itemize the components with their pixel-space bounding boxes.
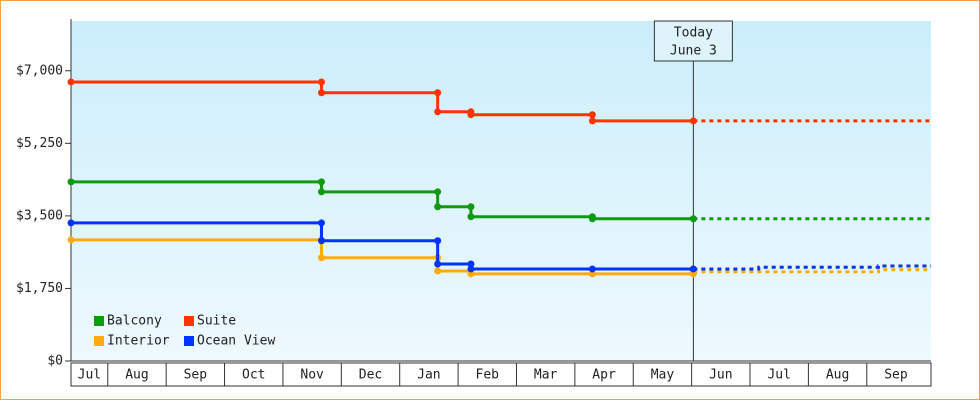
step-corner-dot [317, 78, 325, 86]
today-label: Today [674, 26, 713, 41]
legend-swatch [184, 336, 194, 346]
today-date: June 3 [670, 44, 717, 59]
forecast-line [693, 268, 931, 274]
step-corner-dot [588, 111, 596, 119]
legend-label: Balcony [107, 314, 162, 329]
price-dot [689, 265, 697, 273]
x-tick-label: Jan [417, 368, 440, 383]
x-tick-label: Jul [767, 368, 790, 383]
x-tick-label: Apr [592, 368, 616, 383]
price-dot [467, 265, 475, 273]
y-tick-label: $3,500 [16, 208, 63, 223]
price-dot [467, 270, 475, 278]
y-tick-label: $7,000 [16, 63, 63, 78]
legend-label: Ocean View [197, 334, 275, 349]
price-dot [67, 219, 75, 227]
step-corner-dot [317, 178, 325, 186]
price-dot [317, 188, 325, 196]
x-tick-label: Jun [709, 368, 732, 383]
price-line [71, 238, 695, 276]
step-corner-dot [467, 260, 475, 268]
price-dot [67, 236, 75, 244]
price-dot [588, 270, 596, 278]
step-corner-dot [467, 203, 475, 211]
price-dot [317, 237, 325, 245]
y-tick-label: $0 [47, 354, 63, 369]
step-corner-dot [434, 89, 442, 97]
x-tick-label: May [651, 368, 675, 383]
x-tick-label: Oct [242, 368, 265, 383]
price-dot [689, 117, 697, 125]
x-tick-label: Sep [884, 368, 908, 383]
price-dot [67, 178, 75, 186]
x-tick-label: Dec [359, 368, 382, 383]
step-corner-dot [317, 219, 325, 227]
price-dot [467, 213, 475, 221]
x-tick-label: Aug [826, 368, 849, 383]
price-dot [434, 203, 442, 211]
legend-swatch [184, 316, 194, 326]
step-corner-dot [434, 188, 442, 196]
step-corner-dot [434, 237, 442, 245]
legend-swatch [94, 336, 104, 346]
legend-swatch [94, 316, 104, 326]
plot-background [71, 21, 931, 361]
x-tick-label: Feb [476, 368, 500, 383]
price-dot [588, 215, 596, 223]
price-dot [467, 111, 475, 119]
price-dot [434, 267, 442, 275]
x-tick-label: Jul [78, 368, 101, 383]
x-tick-label: Sep [184, 368, 208, 383]
y-tick-label: $1,750 [16, 281, 63, 296]
x-tick-label: Mar [534, 368, 558, 383]
price-dot [689, 215, 697, 223]
price-dot [588, 117, 596, 125]
price-dot [317, 89, 325, 97]
price-dot [67, 78, 75, 86]
legend-label: Interior [107, 334, 170, 349]
x-tick-label: Aug [125, 368, 148, 383]
price-dot [434, 108, 442, 116]
y-tick-label: $5,250 [16, 136, 63, 151]
today-box [653, 20, 733, 62]
price-dot [434, 260, 442, 268]
price-dot [317, 254, 325, 262]
price-dot [588, 265, 596, 273]
x-axis-band [70, 362, 932, 387]
legend-label: Suite [197, 314, 236, 329]
x-tick-label: Nov [300, 368, 324, 383]
